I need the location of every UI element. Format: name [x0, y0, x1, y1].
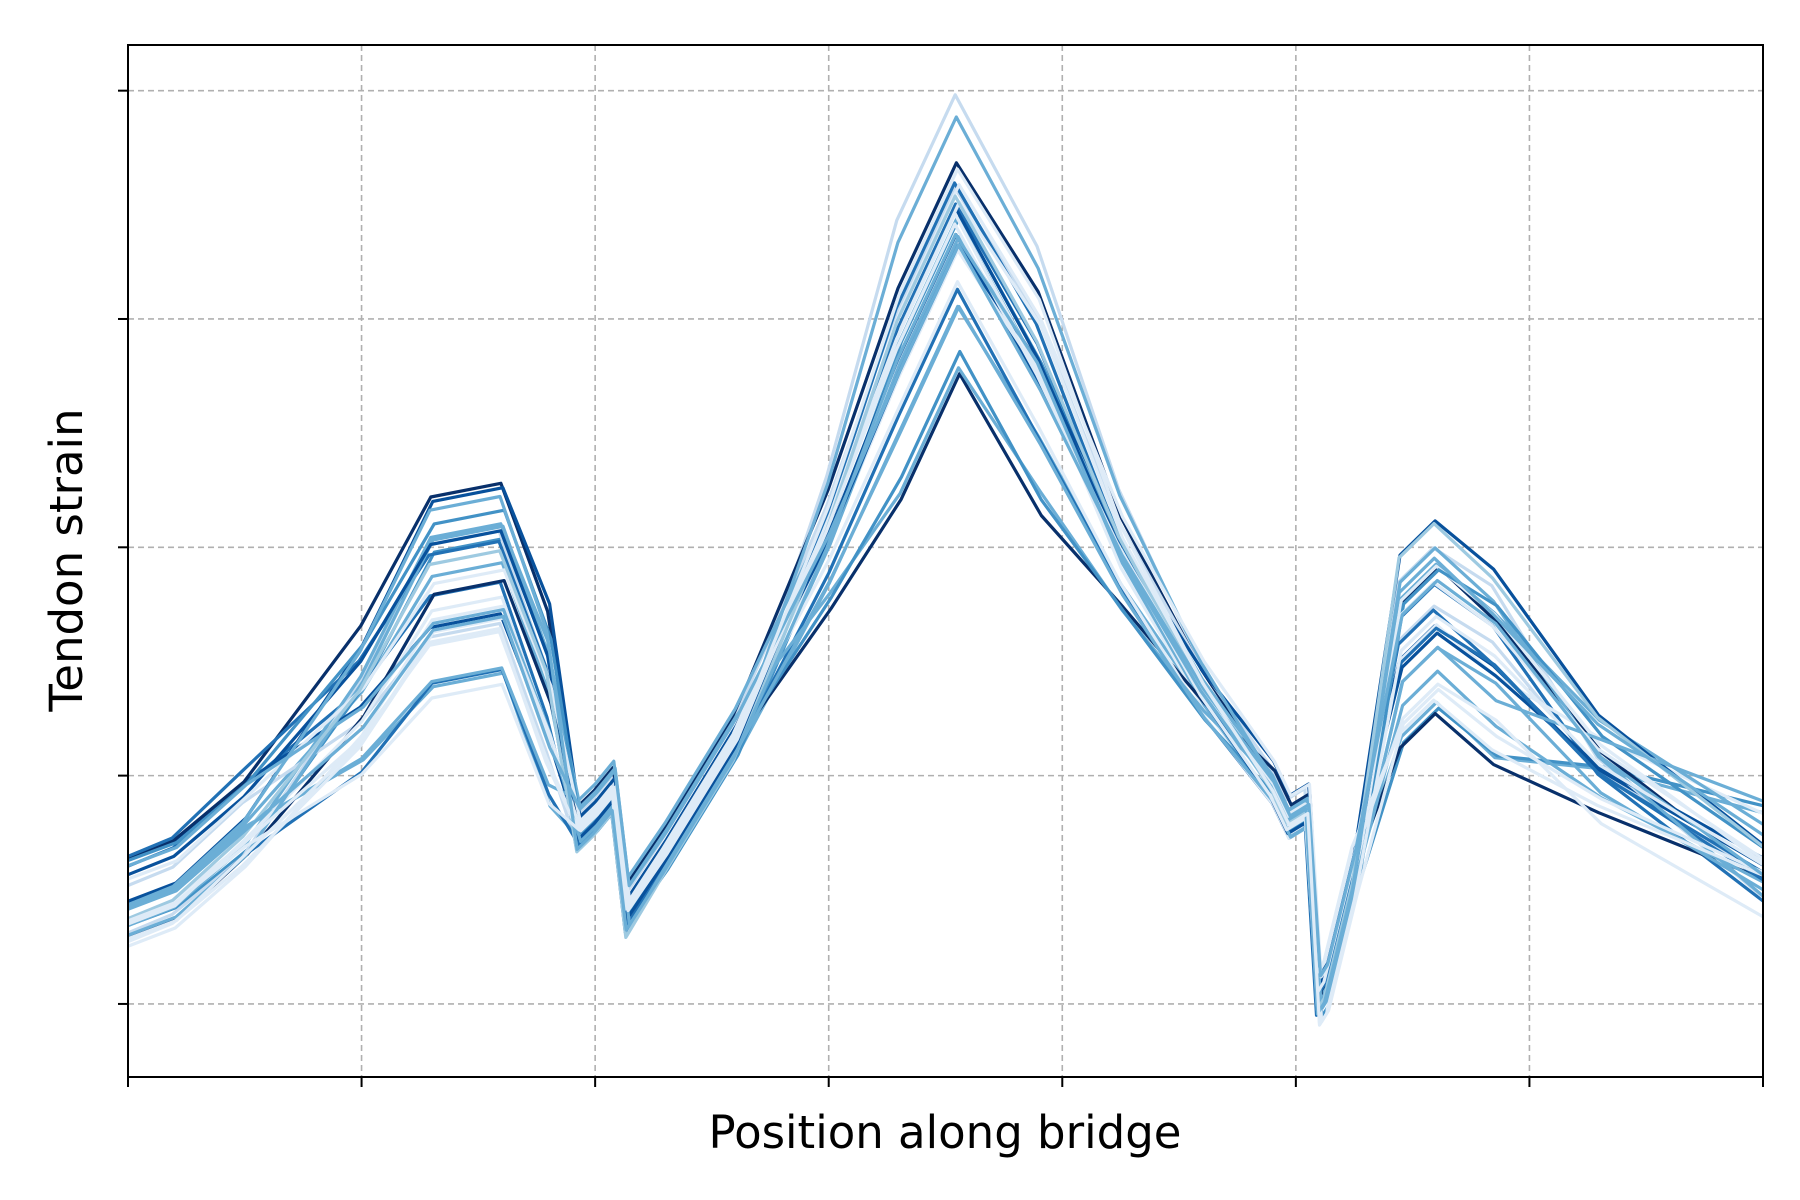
x-axis-label: Position along bridge: [709, 1106, 1182, 1159]
y-axis-label: Tendon strain: [40, 408, 93, 712]
series-lines: [127, 93, 1765, 1027]
plot-frame: [127, 44, 1764, 1078]
axis-ticks: [118, 89, 1764, 1087]
series-line: [127, 232, 1764, 1016]
series-line: [127, 167, 1764, 1027]
